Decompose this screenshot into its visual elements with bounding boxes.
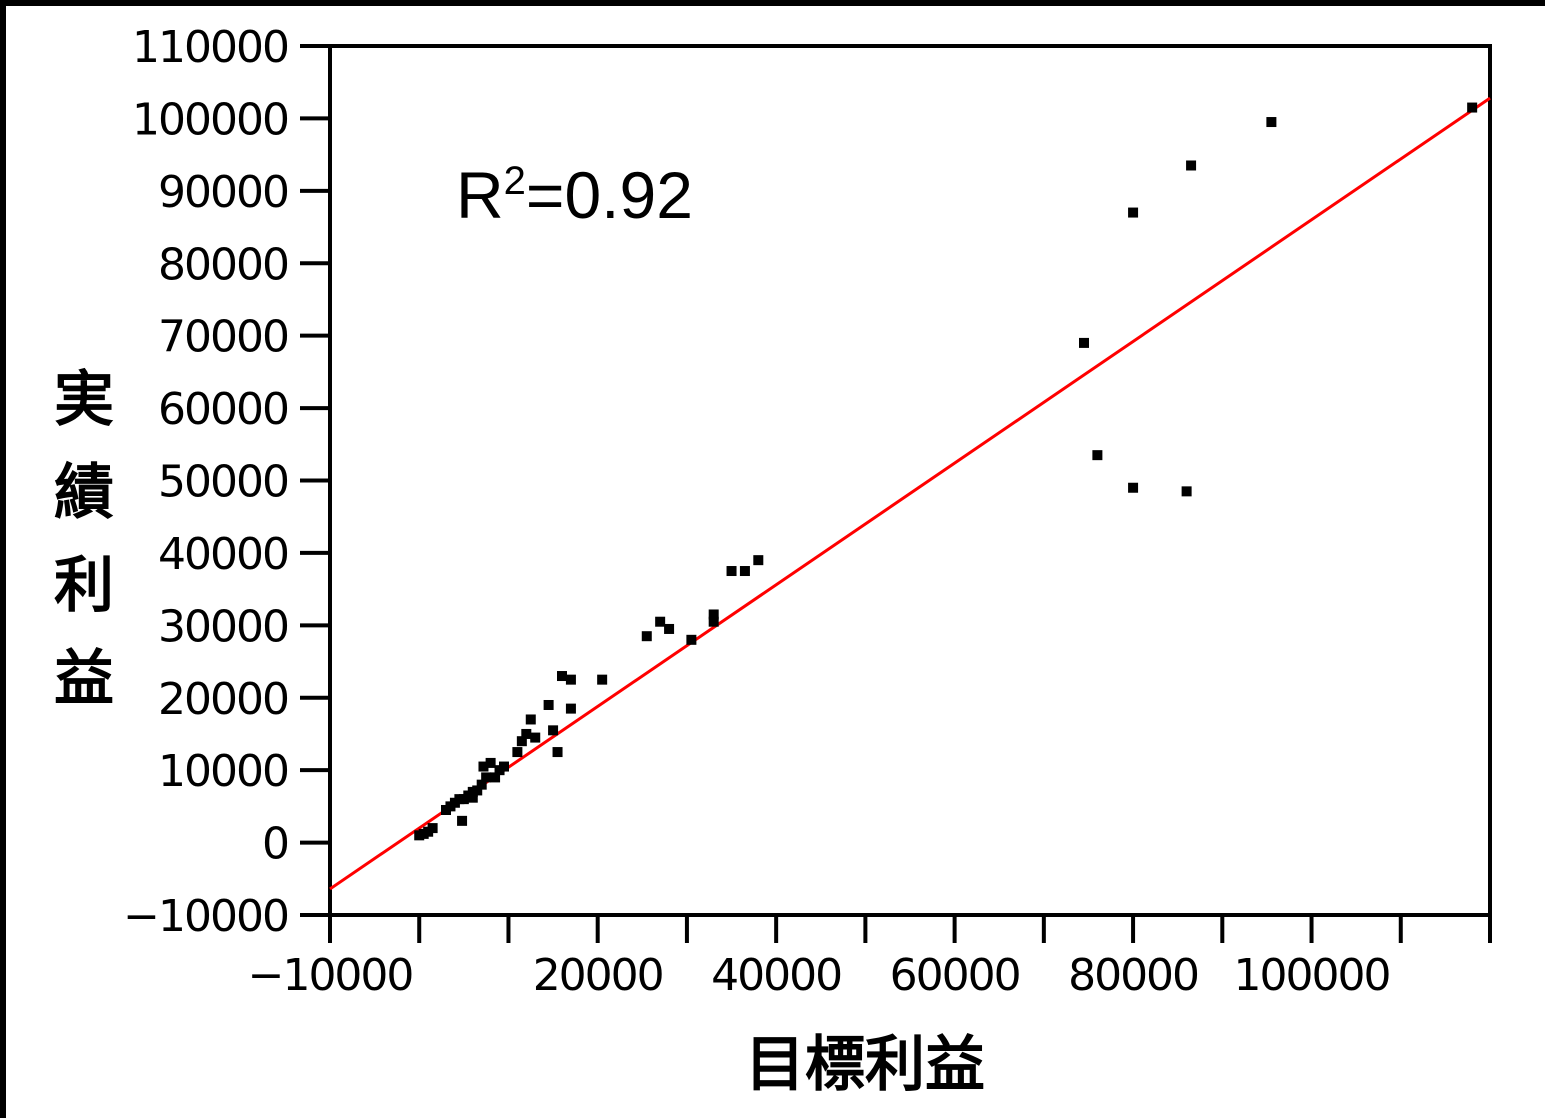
annotation-base: R xyxy=(456,158,504,232)
data-point xyxy=(753,555,764,566)
y-tick-label: 90000 xyxy=(158,167,288,218)
data-point xyxy=(726,566,737,577)
data-point xyxy=(708,609,719,620)
annotation-superscript: 2 xyxy=(504,159,526,203)
data-point xyxy=(1266,117,1277,128)
data-point xyxy=(543,699,554,710)
x-tick-label: 20000 xyxy=(533,950,663,1001)
points-layer xyxy=(414,102,1478,841)
x-tick-label: 80000 xyxy=(1068,950,1198,1001)
data-point xyxy=(739,566,750,577)
y-tick-label: 40000 xyxy=(158,529,288,580)
x-axis-title: 目標利益 xyxy=(745,1030,985,1100)
y-tick-label: −10000 xyxy=(123,891,288,942)
data-point xyxy=(1079,337,1089,348)
y-axis-title-char: 利 xyxy=(54,551,114,621)
data-point xyxy=(641,631,652,642)
y-tick-label: 20000 xyxy=(158,674,288,725)
x-tick-label: 40000 xyxy=(711,950,841,1001)
data-point xyxy=(472,785,483,796)
data-point xyxy=(708,616,719,627)
y-axis-ticks: 1100001000009000080000700006000050000400… xyxy=(123,22,330,942)
data-point xyxy=(478,761,489,772)
y-axis-title-char: 益 xyxy=(54,644,114,714)
data-point xyxy=(1467,102,1478,113)
data-point xyxy=(512,747,523,758)
y-tick-label: 50000 xyxy=(158,457,288,508)
data-point xyxy=(481,772,492,783)
data-point xyxy=(1186,160,1197,171)
y-axis-title-char: 績 xyxy=(54,458,114,528)
x-axis-ticks: −10000 20000 40000 60000 80000 100000 xyxy=(248,915,1492,1001)
y-axis-title-char: 実 xyxy=(54,365,114,435)
data-point xyxy=(664,623,675,634)
data-point xyxy=(565,703,576,714)
data-point xyxy=(476,779,487,790)
data-point xyxy=(427,823,438,834)
y-tick-label: 30000 xyxy=(158,601,288,652)
data-point xyxy=(557,671,567,682)
data-point xyxy=(499,761,509,772)
fit-line-layer xyxy=(329,96,1491,891)
data-point xyxy=(1181,486,1192,497)
y-tick-label: 10000 xyxy=(158,746,288,797)
regression-line xyxy=(329,96,1491,891)
annotation-value: =0.92 xyxy=(526,158,693,232)
y-tick-label: 60000 xyxy=(158,384,288,435)
y-tick-label: 100000 xyxy=(132,94,288,145)
data-point xyxy=(686,634,697,645)
x-tick-label: 60000 xyxy=(890,950,1020,1001)
data-point xyxy=(457,815,468,826)
data-point xyxy=(1092,450,1103,461)
data-point xyxy=(1128,482,1139,493)
data-point xyxy=(655,616,666,627)
y-tick-label: 0 xyxy=(262,819,288,870)
data-point xyxy=(467,792,478,803)
data-point xyxy=(485,757,496,768)
data-point xyxy=(516,736,527,747)
y-tick-label: 80000 xyxy=(158,239,288,290)
data-point xyxy=(565,674,576,685)
r-squared-annotation: R2=0.92 xyxy=(456,158,693,232)
data-point xyxy=(597,674,608,685)
data-point xyxy=(1128,207,1139,218)
y-tick-label: 70000 xyxy=(158,312,288,363)
y-tick-label: 110000 xyxy=(132,22,288,73)
data-point xyxy=(530,732,541,743)
data-point xyxy=(521,728,532,739)
data-point xyxy=(525,714,536,725)
data-point xyxy=(548,725,559,736)
data-point xyxy=(490,772,501,783)
x-tick-label: 100000 xyxy=(1234,950,1390,1001)
x-tick-label: −10000 xyxy=(248,950,413,1001)
data-point xyxy=(552,747,563,758)
